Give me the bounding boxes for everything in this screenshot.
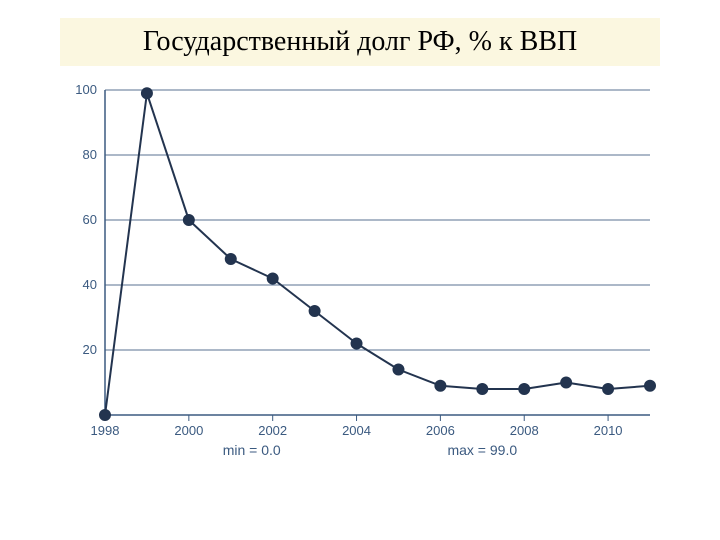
x-tick-label: 2010 (594, 423, 623, 438)
data-point (309, 306, 320, 317)
data-point (351, 338, 362, 349)
x-tick-label: 1998 (91, 423, 120, 438)
chart-container: 20 40 60 80 100 1998 2000 2002 2004 2006 2008 2010 m… (50, 80, 670, 500)
y-tick-label: 100 (75, 82, 97, 97)
data-point (141, 88, 152, 99)
min-label: min = 0.0 (223, 442, 281, 458)
y-tick-label: 80 (83, 147, 97, 162)
x-tick-label: 2002 (258, 423, 287, 438)
data-point (477, 384, 488, 395)
data-point (183, 215, 194, 226)
max-label: max = 99.0 (447, 442, 517, 458)
data-point (435, 380, 446, 391)
x-tick-label: 2006 (426, 423, 455, 438)
y-tick-label: 20 (83, 342, 97, 357)
data-point (393, 364, 404, 375)
data-point (645, 380, 656, 391)
data-point (561, 377, 572, 388)
x-tick-label: 2008 (510, 423, 539, 438)
data-point (603, 384, 614, 395)
y-tick-label: 40 (83, 277, 97, 292)
data-point (225, 254, 236, 265)
chart-title: Государственный долг РФ, % к ВВП (143, 26, 577, 58)
data-point (100, 410, 111, 421)
x-tick-label: 2000 (174, 423, 203, 438)
data-point (519, 384, 530, 395)
debt-line-chart: 20 40 60 80 100 1998 2000 2002 2004 2006 2008 2010 m… (50, 80, 670, 480)
y-tick-label: 60 (83, 212, 97, 227)
x-tick-label: 2004 (342, 423, 371, 438)
series-line (105, 93, 650, 415)
title-band: Государственный долг РФ, % к ВВП (60, 18, 660, 66)
data-point (267, 273, 278, 284)
